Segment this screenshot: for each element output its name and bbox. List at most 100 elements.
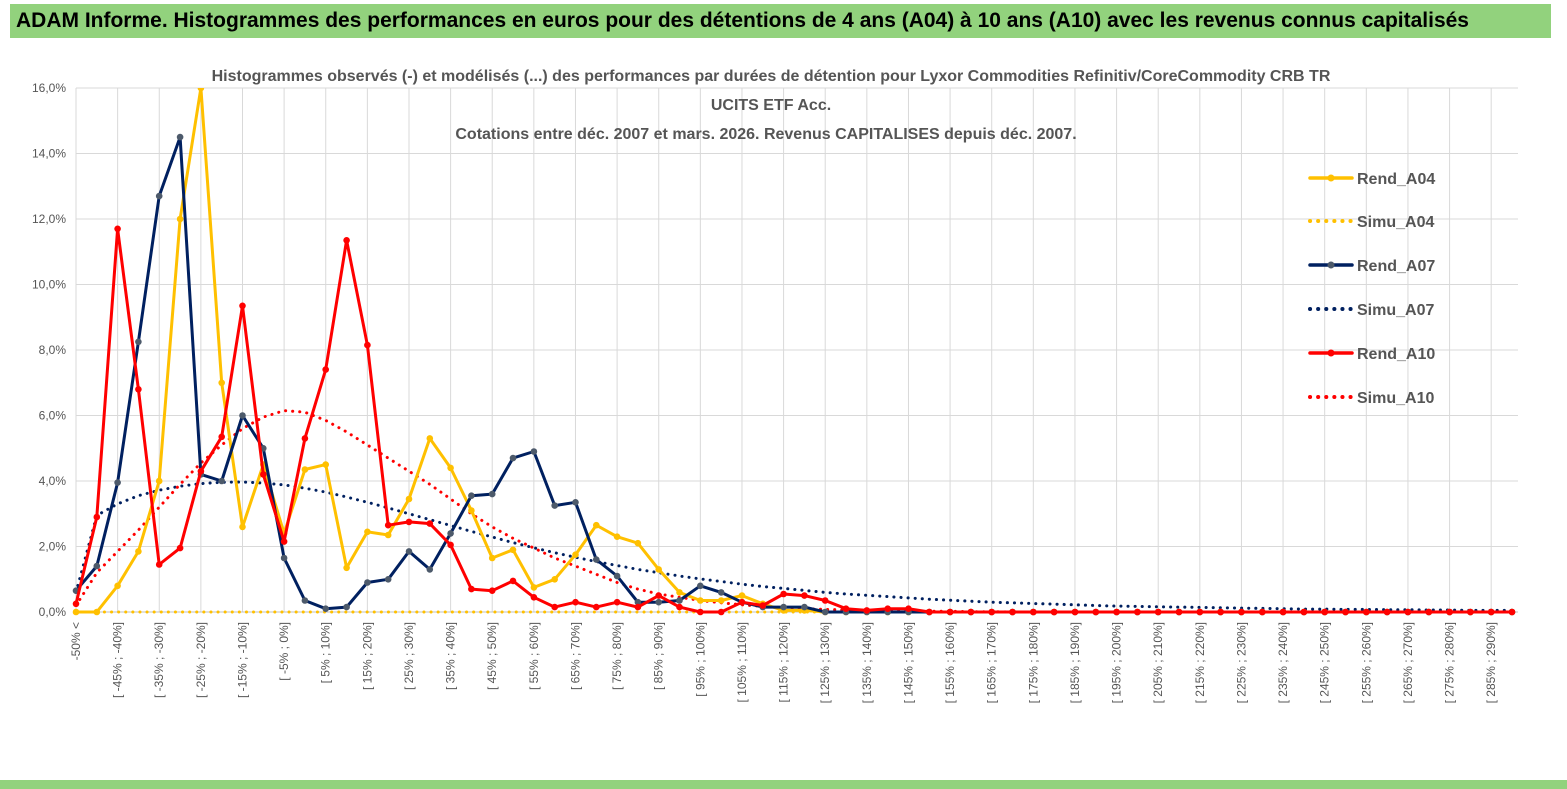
data-point-Rend_A10 — [197, 467, 205, 475]
chart-title-line-2: UCITS ETF Acc. — [711, 97, 831, 114]
data-point-Rend_A10 — [613, 598, 621, 606]
x-tick-label: [ 15% ; 20%] — [360, 622, 374, 690]
y-tick-label: 6,0% — [39, 409, 67, 423]
data-point-Rend_A10 — [801, 592, 808, 599]
data-point-Rend_A07 — [322, 605, 330, 612]
x-tick-label: [ 155% ; 160%] — [943, 622, 957, 703]
data-point-Rend_A07 — [384, 576, 392, 583]
data-point-Rend_A07 — [697, 582, 704, 590]
data-point-Rend_A10 — [988, 608, 995, 616]
x-tick-label: [ 95% ; 100%] — [693, 622, 707, 697]
data-point-Rend_A10 — [655, 592, 662, 599]
data-point-Rend_A10 — [155, 561, 163, 568]
data-point-Rend_A07 — [468, 492, 475, 500]
data-point-Rend_A07 — [780, 603, 787, 611]
x-tick-label: [ 125% ; 130%] — [818, 622, 832, 703]
data-point-Rend_A10 — [1446, 608, 1453, 616]
data-point-Rend_A10 — [780, 590, 787, 598]
data-point-Rend_A07 — [135, 338, 142, 346]
data-point-Rend_A10 — [114, 225, 121, 233]
x-tick-label: [ 55% ; 60%] — [527, 622, 541, 690]
data-point-Rend_A04 — [676, 589, 683, 596]
x-tick-label: [ 135% ; 140%] — [860, 622, 874, 703]
x-tick-label: [ 195% ; 200%] — [1110, 622, 1124, 703]
data-point-Rend_A04 — [509, 546, 517, 554]
x-tick-label: [ 85% ; 90%] — [652, 622, 666, 690]
bottom-border — [0, 780, 1567, 789]
data-point-Rend_A07 — [447, 530, 454, 537]
series-line-Simu_A07 — [74, 480, 1514, 612]
data-point-Rend_A10 — [738, 598, 746, 606]
data-point-Rend_A10 — [1363, 608, 1370, 616]
data-point-Rend_A10 — [384, 521, 392, 529]
data-point-Rend_A04 — [447, 464, 454, 472]
legend-marker-Rend_A07 — [1327, 261, 1335, 269]
y-axis-tick-labels: 0,0% 2,0% 4,0% 6,0% 8,0% 10,0% 12,0% 14,0% 16,0% — [32, 81, 66, 619]
data-point-Rend_A04 — [655, 566, 662, 573]
data-point-Rend_A04 — [384, 531, 392, 539]
x-tick-label: [ 225% ; 230%] — [1234, 622, 1248, 703]
x-tick-label: [ 65% ; 70%] — [568, 622, 582, 690]
x-tick-label: [ 75% ; 80%] — [610, 622, 624, 690]
data-point-Rend_A07 — [613, 572, 621, 580]
data-point-Rend_A10 — [884, 605, 891, 612]
data-point-Rend_A10 — [72, 600, 80, 608]
data-point-Rend_A04 — [72, 608, 80, 616]
data-point-Rend_A10 — [967, 608, 975, 616]
data-point-Rend_A10 — [593, 603, 600, 611]
data-point-Rend_A10 — [634, 603, 642, 611]
y-tick-label: 8,0% — [39, 343, 67, 357]
data-point-Rend_A10 — [1217, 608, 1224, 616]
y-tick-label: 16,0% — [32, 81, 66, 95]
x-tick-label: [ -25% ; -20%] — [194, 622, 208, 698]
y-tick-label: 10,0% — [32, 278, 66, 292]
data-point-Rend_A10 — [176, 544, 184, 552]
data-point-Rend_A10 — [1508, 608, 1516, 616]
data-point-Rend_A04 — [572, 551, 579, 558]
x-tick-label: [ 255% ; 260%] — [1359, 622, 1373, 703]
data-point-Rend_A04 — [697, 597, 704, 604]
data-point-Rend_A10 — [1175, 608, 1183, 616]
data-point-Rend_A10 — [488, 587, 496, 594]
x-tick-label: [ 45% ; 50%] — [485, 622, 499, 690]
x-tick-label: [ 265% ; 270%] — [1401, 622, 1415, 703]
data-point-Rend_A10 — [93, 513, 101, 521]
data-point-Rend_A10 — [1487, 608, 1495, 616]
series-line-Rend_A10 — [74, 227, 1514, 614]
x-tick-label: [ 25% ; 30%] — [402, 622, 416, 690]
y-tick-label: 0,0% — [39, 605, 67, 619]
data-point-Rend_A07 — [488, 490, 496, 498]
data-point-Rend_A10 — [676, 603, 683, 611]
data-point-Rend_A10 — [717, 608, 725, 616]
legend-label-Simu_A04: Simu_A04 — [1357, 214, 1434, 231]
data-point-Rend_A10 — [1030, 608, 1037, 616]
data-point-Rend_A10 — [572, 598, 579, 606]
data-point-Rend_A04 — [114, 582, 121, 590]
data-point-Rend_A10 — [530, 594, 538, 601]
data-point-Rend_A10 — [1383, 608, 1391, 616]
data-point-Rend_A07 — [551, 502, 558, 509]
x-tick-label: [ -5% ; 0%] — [277, 622, 291, 681]
data-point-Rend_A07 — [280, 554, 288, 562]
x-tick-label: -50% < — [69, 622, 83, 660]
x-tick-label: [ -15% ; -10%] — [235, 622, 249, 698]
data-point-Rend_A07 — [821, 608, 829, 616]
data-point-Rend_A10 — [759, 602, 767, 609]
data-point-Rend_A10 — [1467, 608, 1474, 616]
data-point-Rend_A10 — [509, 577, 517, 585]
series-Rend_A07 — [72, 133, 1516, 616]
x-tick-label: [ -45% ; -40%] — [111, 622, 125, 698]
chart-title: Histogrammes observés (-) et modélisés (… — [212, 68, 1331, 143]
data-point-Rend_A07 — [426, 566, 434, 573]
data-point-Rend_A10 — [364, 341, 371, 349]
data-point-Rend_A10 — [1342, 608, 1349, 616]
data-point-Rend_A07 — [343, 603, 350, 611]
data-point-Rend_A10 — [1113, 608, 1120, 616]
data-point-Rend_A10 — [405, 518, 413, 526]
data-point-Rend_A10 — [842, 605, 850, 612]
chart-title-line-3: Cotations entre déc. 2007 et mars. 2026.… — [455, 126, 1076, 143]
data-point-Rend_A04 — [634, 539, 642, 547]
data-point-Rend_A10 — [426, 520, 434, 527]
data-point-Rend_A10 — [239, 302, 246, 310]
data-point-Rend_A07 — [155, 192, 163, 200]
